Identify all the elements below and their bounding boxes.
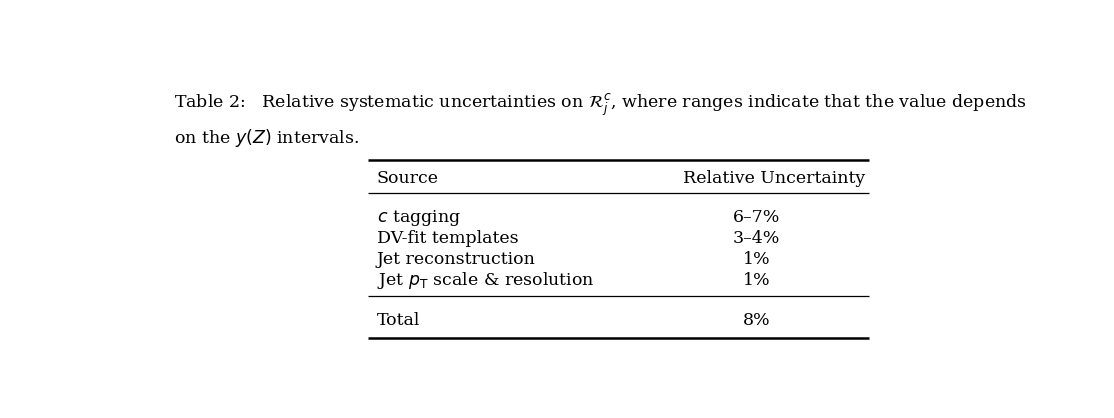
Text: 8%: 8% [743, 312, 771, 329]
Text: 3–4%: 3–4% [733, 230, 780, 247]
Text: DV-fit templates: DV-fit templates [377, 230, 518, 247]
Text: 1%: 1% [743, 272, 771, 289]
Text: 6–7%: 6–7% [733, 209, 780, 226]
Text: Jet reconstruction: Jet reconstruction [377, 251, 536, 268]
Text: 1%: 1% [743, 251, 771, 268]
Text: on the $y(Z)$ intervals.: on the $y(Z)$ intervals. [174, 127, 359, 149]
Text: $c$ tagging: $c$ tagging [377, 207, 461, 227]
Text: Table 2:   Relative systematic uncertainties on $\mathcal{R}^{c}_{j}$, where ran: Table 2: Relative systematic uncertainti… [174, 92, 1027, 118]
Text: Total: Total [377, 312, 420, 329]
Text: Relative Uncertainty: Relative Uncertainty [683, 171, 866, 187]
Text: Jet $p_{\mathrm{T}}$ scale & resolution: Jet $p_{\mathrm{T}}$ scale & resolution [377, 270, 594, 291]
Text: Source: Source [377, 171, 439, 187]
